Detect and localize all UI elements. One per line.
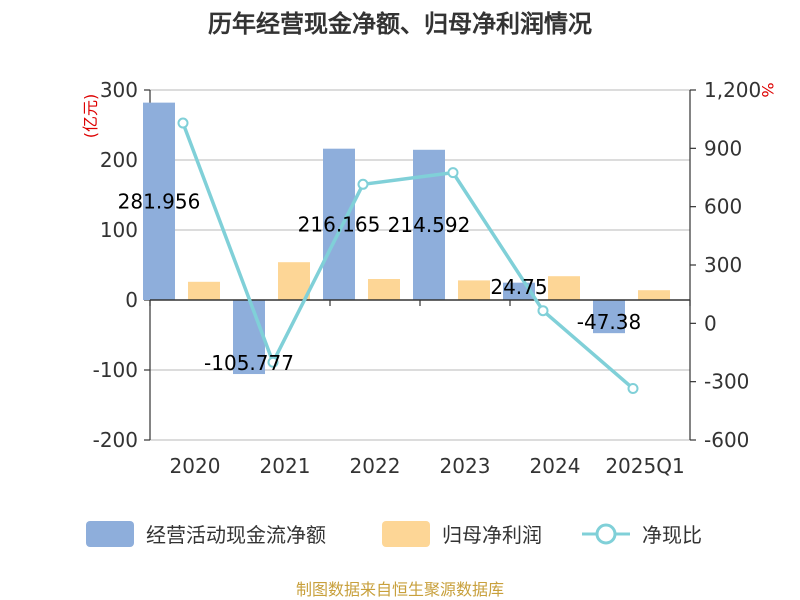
legend-swatch-net-profit — [382, 521, 430, 547]
x-tick-label: 2021 — [260, 454, 311, 478]
ratio-point — [537, 305, 549, 317]
legend-label-ratio: 净现比 — [642, 523, 702, 547]
ratio-point — [177, 117, 189, 129]
left-axis: 300 200 100 0 -100 -200 — [93, 78, 150, 452]
legend-label-net-profit: 归母净利润 — [442, 523, 542, 547]
legend-label-cash-flow: 经营活动现金流净额 — [146, 523, 326, 547]
bar-net-profit — [458, 280, 490, 300]
right-tick-label: 1,200 — [704, 78, 761, 102]
data-label-cash-flow: -105.777 — [204, 351, 294, 375]
ratio-point — [357, 178, 369, 190]
bar-cash-flow — [233, 300, 265, 375]
legend: 经营活动现金流净额 归母净利润 净现比 — [86, 521, 702, 547]
left-tick-label: 200 — [100, 148, 138, 172]
ratio-line — [177, 117, 639, 394]
data-label-cash-flow: 281.956 — [118, 189, 201, 213]
left-axis-unit: (亿元) — [81, 94, 100, 139]
right-tick-label: -300 — [704, 370, 749, 394]
ratio-point — [627, 382, 639, 394]
data-label-cash-flow: 24.75 — [490, 275, 547, 299]
right-tick-label: 0 — [704, 311, 717, 335]
ratio-point — [267, 356, 279, 368]
right-tick-label: -600 — [704, 428, 749, 452]
x-tick-label: 2025Q1 — [605, 454, 684, 478]
bar-net-profit — [188, 281, 220, 300]
left-tick-label: 100 — [100, 218, 138, 242]
source-note: 制图数据来自恒生聚源数据库 — [296, 580, 504, 599]
left-tick-label: 0 — [125, 288, 138, 312]
x-tick-label: 2022 — [350, 454, 401, 478]
left-tick-label: -200 — [93, 428, 138, 452]
x-tick-label: 2024 — [530, 454, 581, 478]
data-label-cash-flow: 216.165 — [298, 212, 381, 236]
right-axis-unit: % — [758, 82, 777, 97]
data-label-cash-flow: -47.38 — [577, 310, 641, 334]
bar-cash-flow — [143, 102, 175, 300]
bar-cash-flow — [323, 148, 355, 300]
data-label-cash-flow: 214.592 — [388, 213, 471, 237]
legend-swatch-cash-flow — [86, 521, 134, 547]
right-tick-label: 300 — [704, 253, 742, 277]
data-labels: 281.956 -105.777 216.165 214.592 24.75 -47.38 — [118, 189, 642, 375]
ratio-point — [447, 167, 459, 179]
bar-net-profit — [278, 262, 310, 300]
right-tick-label: 900 — [704, 136, 742, 160]
chart-title: 历年经营现金净额、归母净利润情况 — [208, 10, 592, 38]
right-axis: 1,200 900 600 300 0 -300 -600 — [690, 78, 761, 452]
left-tick-label: 300 — [100, 78, 138, 102]
bar-net-profit — [638, 290, 670, 300]
right-tick-label: 600 — [704, 195, 742, 219]
bar-net-profit — [548, 276, 580, 300]
x-tick-label: 2020 — [170, 454, 221, 478]
bar-cash-flow — [593, 300, 625, 334]
legend-swatch-ratio-marker — [595, 523, 617, 545]
bar-net-profit — [368, 279, 400, 300]
x-axis: 2020 2021 2022 2023 2024 2025Q1 — [149, 300, 691, 478]
ratio-line-path — [181, 122, 635, 390]
left-tick-label: -100 — [93, 358, 138, 382]
x-tick-label: 2023 — [440, 454, 491, 478]
